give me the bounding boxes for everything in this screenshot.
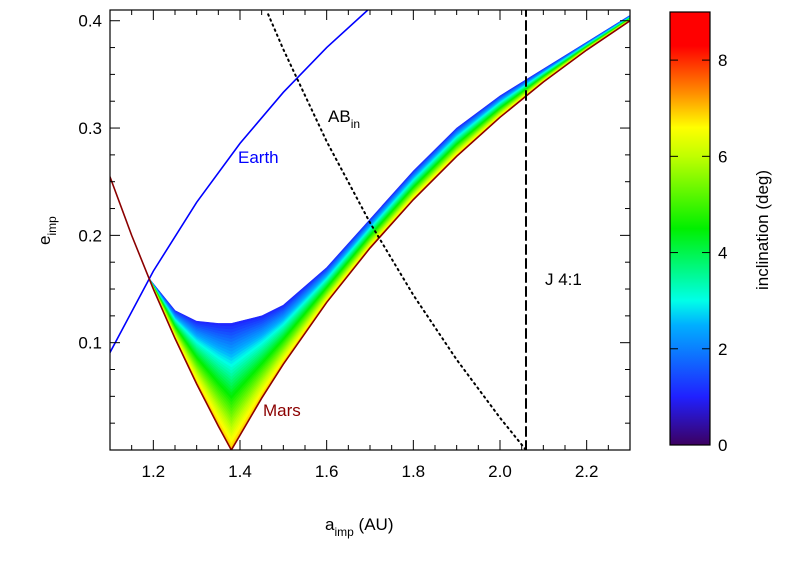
x-tick-label: 2.0: [488, 462, 512, 481]
y-tick-label: 0.4: [78, 12, 102, 31]
curve-label: Mars: [263, 401, 301, 420]
curve-label: ABin: [328, 107, 360, 131]
curve-label: Earth: [238, 148, 279, 167]
x-tick-label: 1.2: [142, 462, 166, 481]
curve: [110, 19, 630, 450]
colorbar-tick-label: 0: [718, 436, 727, 455]
curves: [110, 10, 630, 450]
y-axis-label: eimp: [35, 216, 59, 245]
curve-label-text: AB: [328, 107, 351, 126]
curve: [267, 13, 527, 450]
x-label-main: a: [325, 515, 335, 534]
x-label-sub: imp: [334, 525, 354, 539]
y-tick-label: 0.3: [78, 119, 102, 138]
curve-label: J 4:1: [545, 270, 582, 289]
x-tick-label: 1.4: [228, 462, 252, 481]
colorbar-tick-label: 8: [718, 51, 727, 70]
colorbar-tick-label: 6: [718, 147, 727, 166]
x-tick-label: 1.6: [315, 462, 339, 481]
curve-label-text: Mars: [263, 401, 301, 420]
x-label-unit: (AU): [354, 515, 394, 534]
y-tick-label: 0.1: [78, 334, 102, 353]
curve-label-text: J 4:1: [545, 270, 582, 289]
colorbar-label: inclination (deg): [753, 170, 772, 290]
curve-label-text: Earth: [238, 148, 279, 167]
curve: [110, 10, 369, 354]
curve-label-sub: in: [351, 117, 360, 131]
colorbar: [669, 11, 711, 446]
y-tick-label: 0.2: [78, 226, 102, 245]
y-label-main: e: [35, 236, 54, 245]
colorbar-tick-label: 2: [718, 340, 727, 359]
colorbar-tick-label: 4: [718, 244, 727, 263]
x-tick-label: 2.2: [575, 462, 599, 481]
y-label-sub: imp: [45, 216, 59, 236]
x-axis-label: aimp (AU): [325, 515, 393, 539]
region: [148, 15, 630, 450]
x-tick-label: 1.8: [402, 462, 426, 481]
